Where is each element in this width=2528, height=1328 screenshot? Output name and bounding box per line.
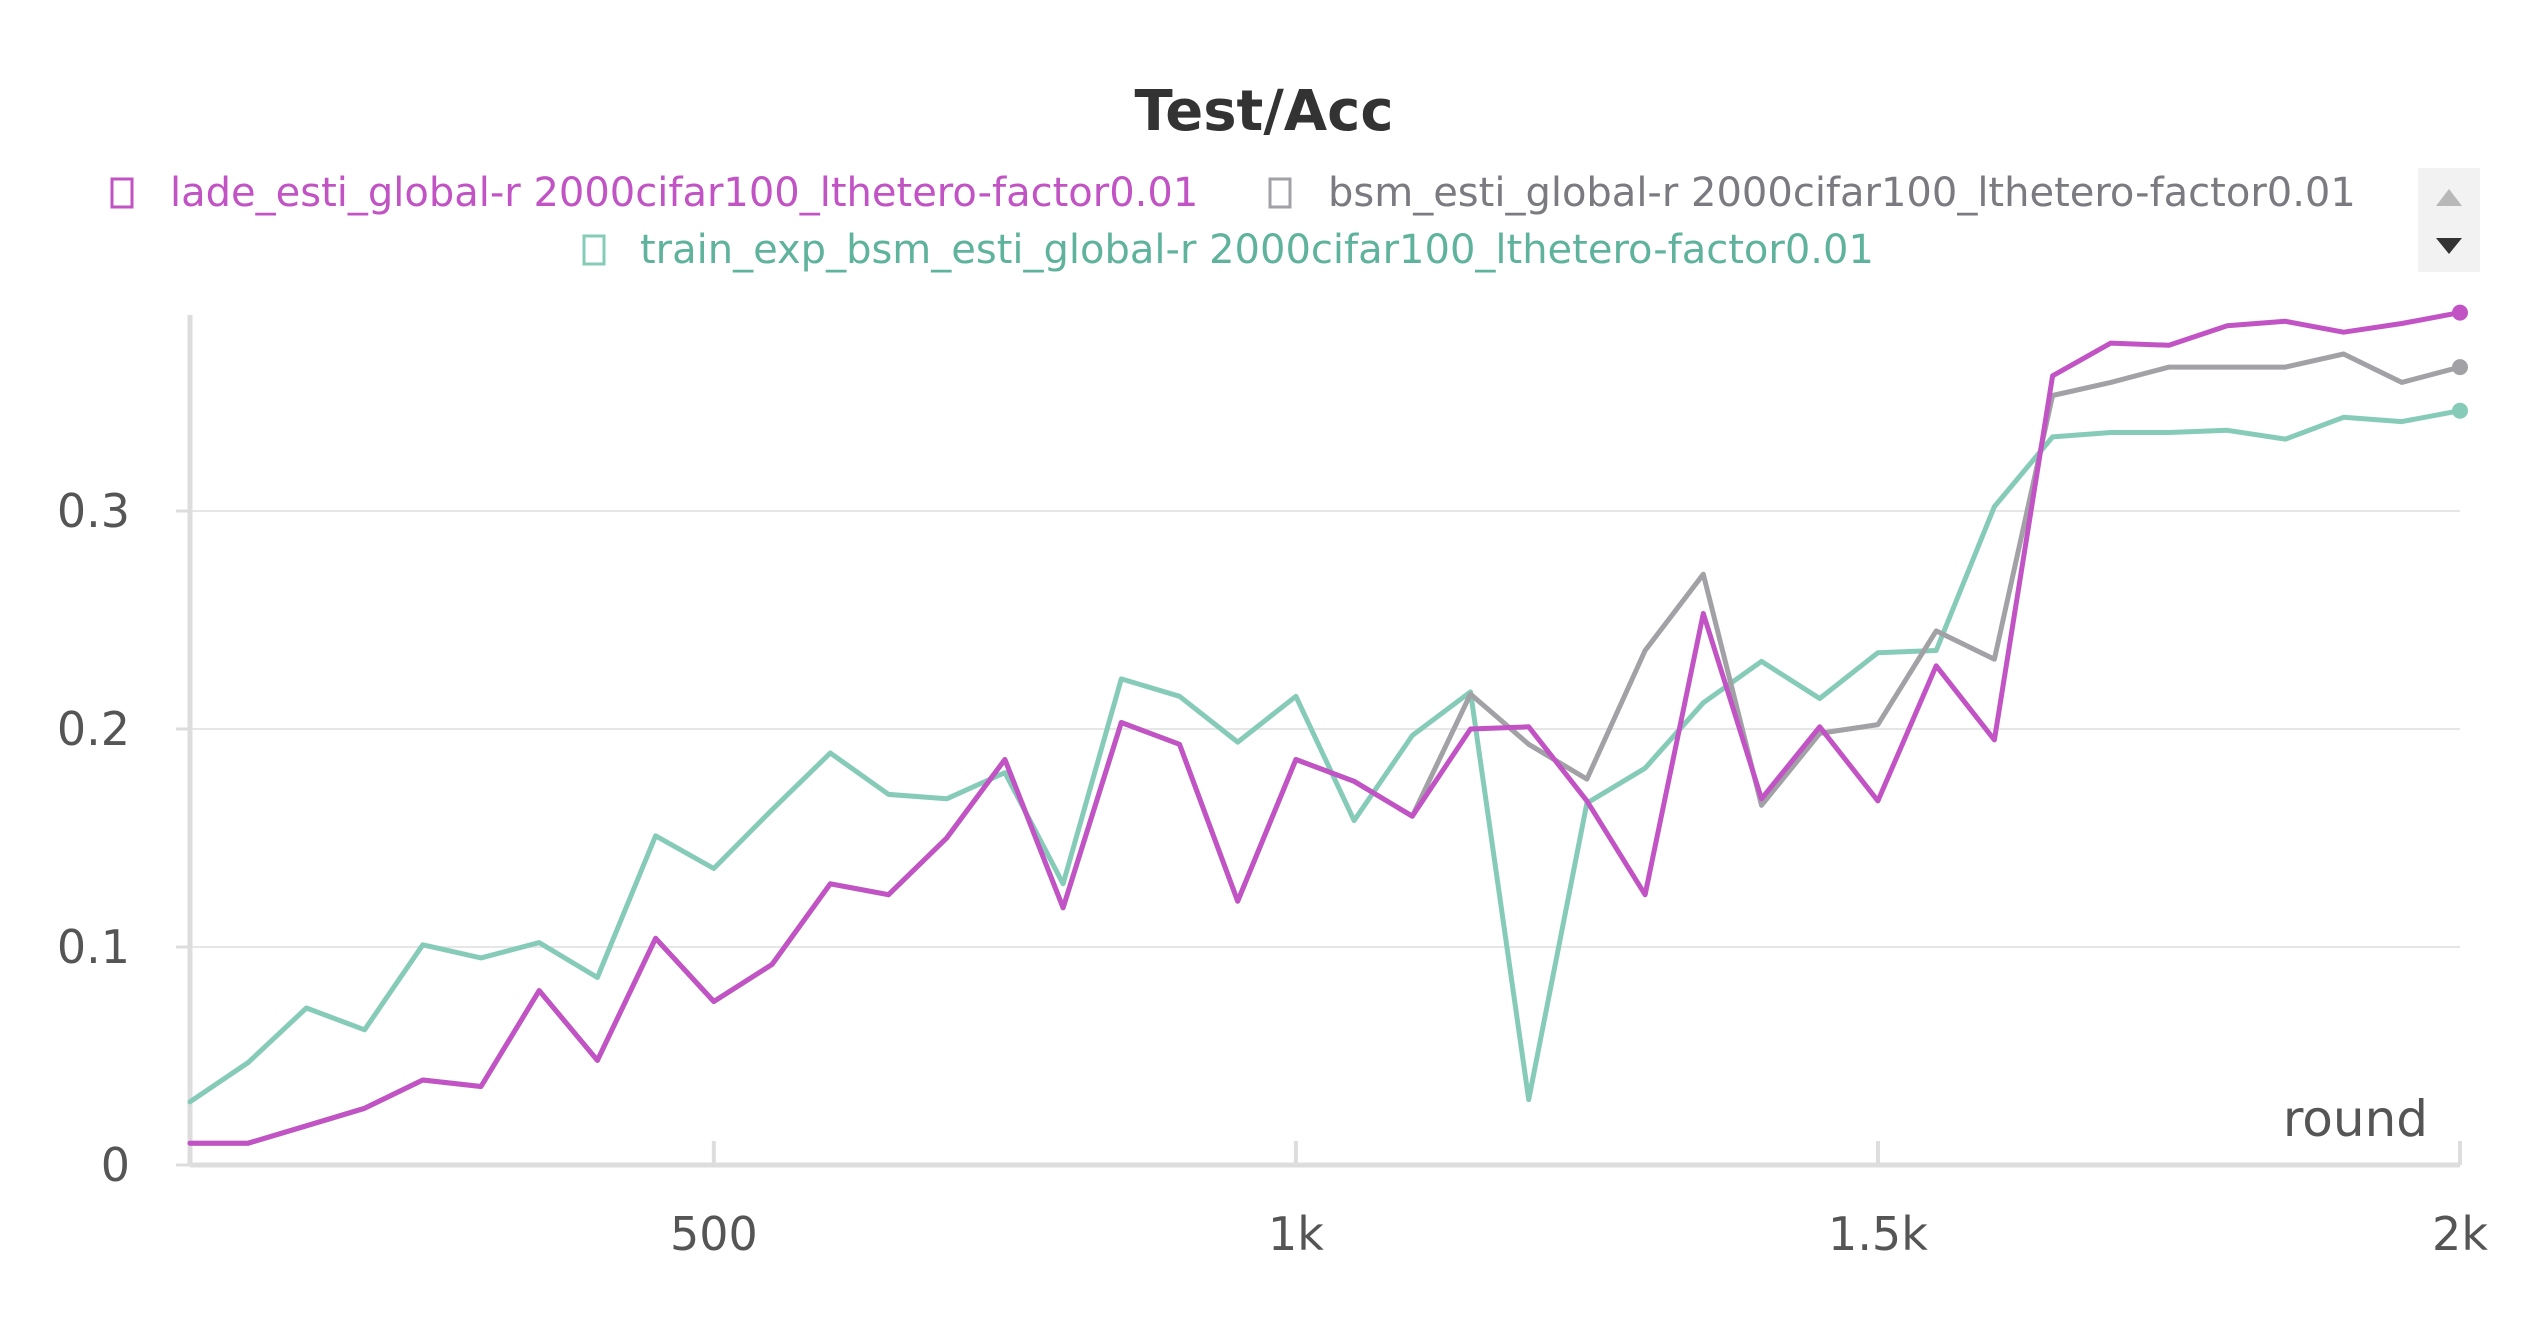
legend-label: lade_esti_global-r 2000cifar100_lthetero… [170,170,1198,216]
y-tick-label: 0.1 [57,920,130,974]
axes [187,315,2460,1168]
legend-swatch [1268,177,1292,209]
y-tick-label: 0 [101,1138,130,1192]
series-end-point[interactable] [2452,359,2468,376]
legend-swatch [582,234,606,266]
legend-scroll-track [2418,168,2480,272]
legend-label: bsm_esti_global-r 2000cifar100_lthetero-… [1328,170,2356,216]
chart-title: Test/Acc [1134,79,1393,144]
legend-label: train_exp_bsm_esti_global-r 2000cifar100… [640,227,1874,273]
x-tick-label: 2k [2432,1207,2488,1261]
series-end-point[interactable] [2452,304,2468,321]
legend-scroll[interactable] [2418,168,2480,272]
legend-item-train-exp-bsm[interactable]: train_exp_bsm_esti_global-r 2000cifar100… [582,227,1874,273]
series-line-1[interactable] [187,351,2463,1146]
triangle-up-icon[interactable] [2436,189,2462,206]
tick-labels: 0 0.1 0.2 0.3 500 1k 1.5k 2k [57,484,2488,1261]
x-axis-label: round [2283,1090,2428,1148]
legend-swatch [110,177,134,209]
y-tick-label: 0.3 [57,484,130,538]
legend-item-bsm[interactable]: bsm_esti_global-r 2000cifar100_lthetero-… [1268,170,2356,216]
series-line-2[interactable] [187,310,2463,1146]
x-tick-label: 1.5k [1828,1207,1928,1261]
series [187,304,2468,1146]
series-end-point[interactable] [2452,402,2468,419]
legend-item-lade[interactable]: lade_esti_global-r 2000cifar100_lthetero… [110,170,1198,216]
x-tick-label: 500 [670,1207,758,1261]
y-tick-label: 0.2 [57,702,130,756]
x-tick-label: 1k [1268,1207,1324,1261]
grid [190,510,2460,948]
triangle-down-icon[interactable] [2436,238,2462,254]
legend: lade_esti_global-r 2000cifar100_lthetero… [110,168,2480,273]
series-line-0[interactable] [187,408,2463,1105]
